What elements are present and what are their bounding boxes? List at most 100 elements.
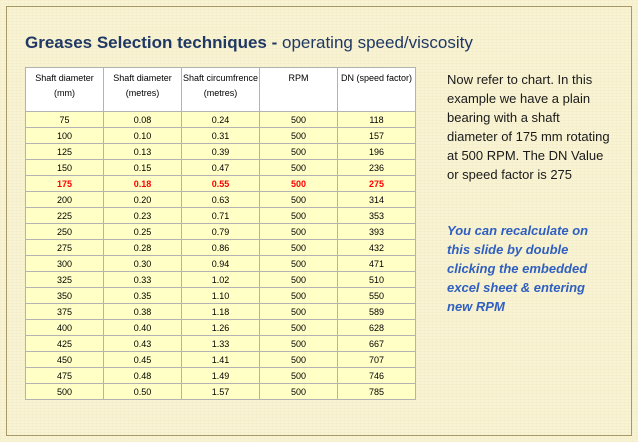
table-cell[interactable]: 314	[337, 191, 416, 208]
table-cell[interactable]: 0.18	[103, 175, 182, 192]
table-cell[interactable]: 0.47	[181, 159, 260, 176]
table-cell[interactable]: 0.39	[181, 143, 260, 160]
table-cell[interactable]: 0.40	[103, 319, 182, 336]
table-cell[interactable]: 275	[25, 239, 104, 256]
table-cell[interactable]: 500	[259, 207, 338, 224]
table-cell[interactable]: 0.10	[103, 127, 182, 144]
table-cell[interactable]: 425	[25, 335, 104, 352]
table-cell[interactable]: 500	[259, 175, 338, 192]
table-cell[interactable]: 500	[259, 127, 338, 144]
table-cell[interactable]: 500	[259, 319, 338, 336]
table-cell[interactable]: 0.45	[103, 351, 182, 368]
table-cell[interactable]: 0.15	[103, 159, 182, 176]
table-cell[interactable]: 0.30	[103, 255, 182, 272]
table-cell[interactable]: 250	[25, 223, 104, 240]
table-cell[interactable]: 1.33	[181, 335, 260, 352]
table-cell[interactable]: 500	[259, 239, 338, 256]
table-cell[interactable]: 0.71	[181, 207, 260, 224]
table-cell[interactable]: 500	[259, 223, 338, 240]
table-cell[interactable]: 275	[337, 175, 416, 192]
table-cell[interactable]: 0.24	[181, 111, 260, 128]
table-header-row: Shaft diameter (mm) Shaft diameter (metr…	[25, 67, 416, 112]
table-cell[interactable]: 500	[259, 287, 338, 304]
table-cell[interactable]: 0.86	[181, 239, 260, 256]
header-dn-speed-factor: DN (speed factor)	[337, 67, 416, 112]
table-cell[interactable]: 500	[259, 111, 338, 128]
embedded-excel-sheet[interactable]: Shaft diameter (mm) Shaft diameter (metr…	[25, 67, 416, 400]
table-cell[interactable]: 375	[25, 303, 104, 320]
table-cell[interactable]: 157	[337, 127, 416, 144]
table-cell[interactable]: 350	[25, 287, 104, 304]
table-cell[interactable]: 200	[25, 191, 104, 208]
table-cell[interactable]: 746	[337, 367, 416, 384]
table-cell[interactable]: 0.79	[181, 223, 260, 240]
table-cell[interactable]: 0.08	[103, 111, 182, 128]
table-cell[interactable]: 196	[337, 143, 416, 160]
notes-explanation: Now refer to chart. In this example we h…	[447, 72, 610, 182]
table-cell[interactable]: 500	[259, 159, 338, 176]
table-cell[interactable]: 236	[337, 159, 416, 176]
table-cell[interactable]: 325	[25, 271, 104, 288]
table-cell[interactable]: 628	[337, 319, 416, 336]
table-cell[interactable]: 785	[337, 383, 416, 400]
table-cell[interactable]: 0.94	[181, 255, 260, 272]
table-cell[interactable]: 1.49	[181, 367, 260, 384]
table-cell[interactable]: 1.41	[181, 351, 260, 368]
table-cell[interactable]: 0.50	[103, 383, 182, 400]
table-cell[interactable]: 0.23	[103, 207, 182, 224]
table-cell[interactable]: 400	[25, 319, 104, 336]
slide-title: Greases Selection techniques - operating…	[25, 33, 473, 53]
table-row: 500 0.50 1.57 500 785	[25, 383, 416, 400]
table-cell[interactable]: 475	[25, 367, 104, 384]
table-cell[interactable]: 500	[259, 351, 338, 368]
table-cell[interactable]: 510	[337, 271, 416, 288]
table-cell[interactable]: 0.33	[103, 271, 182, 288]
table-cell[interactable]: 353	[337, 207, 416, 224]
table-cell[interactable]: 125	[25, 143, 104, 160]
table-cell[interactable]: 500	[259, 335, 338, 352]
table-cell[interactable]: 667	[337, 335, 416, 352]
table-cell[interactable]: 150	[25, 159, 104, 176]
table-cell[interactable]: 500	[259, 303, 338, 320]
table-cell[interactable]: 1.10	[181, 287, 260, 304]
table-cell[interactable]: 0.35	[103, 287, 182, 304]
table-cell[interactable]: 1.26	[181, 319, 260, 336]
table-cell[interactable]: 75	[25, 111, 104, 128]
table-cell[interactable]: 450	[25, 351, 104, 368]
table-cell[interactable]: 471	[337, 255, 416, 272]
table-cell[interactable]: 0.20	[103, 191, 182, 208]
table-cell[interactable]: 500	[259, 367, 338, 384]
table-cell[interactable]: 0.55	[181, 175, 260, 192]
table-cell[interactable]: 225	[25, 207, 104, 224]
table-cell[interactable]: 0.38	[103, 303, 182, 320]
table-cell[interactable]: 0.63	[181, 191, 260, 208]
table-cell[interactable]: 300	[25, 255, 104, 272]
table-cell[interactable]: 0.31	[181, 127, 260, 144]
table-cell[interactable]: 1.57	[181, 383, 260, 400]
table-cell[interactable]: 0.43	[103, 335, 182, 352]
table-cell[interactable]: 550	[337, 287, 416, 304]
table-row: 225 0.23 0.71 500 353	[25, 207, 416, 224]
table-cell[interactable]: 100	[25, 127, 104, 144]
table-cell[interactable]: 589	[337, 303, 416, 320]
table-cell[interactable]: 0.48	[103, 367, 182, 384]
table-cell[interactable]: 432	[337, 239, 416, 256]
table-cell[interactable]: 500	[25, 383, 104, 400]
table-cell[interactable]: 500	[259, 383, 338, 400]
table-cell[interactable]: 707	[337, 351, 416, 368]
table-cell[interactable]: 393	[337, 223, 416, 240]
table-cell[interactable]: 0.28	[103, 239, 182, 256]
table-cell[interactable]: 0.25	[103, 223, 182, 240]
table-row: 125 0.13 0.39 500 196	[25, 143, 416, 160]
table-cell[interactable]: 1.18	[181, 303, 260, 320]
table-cell[interactable]: 175	[25, 175, 104, 192]
table-cell[interactable]: 500	[259, 191, 338, 208]
table-cell[interactable]: 118	[337, 111, 416, 128]
table-cell[interactable]: 0.13	[103, 143, 182, 160]
table-cell[interactable]: 500	[259, 255, 338, 272]
table-row: 475 0.48 1.49 500 746	[25, 367, 416, 384]
table-cell[interactable]: 500	[259, 143, 338, 160]
table-cell[interactable]: 1.02	[181, 271, 260, 288]
table-row: 325 0.33 1.02 500 510	[25, 271, 416, 288]
table-cell[interactable]: 500	[259, 271, 338, 288]
